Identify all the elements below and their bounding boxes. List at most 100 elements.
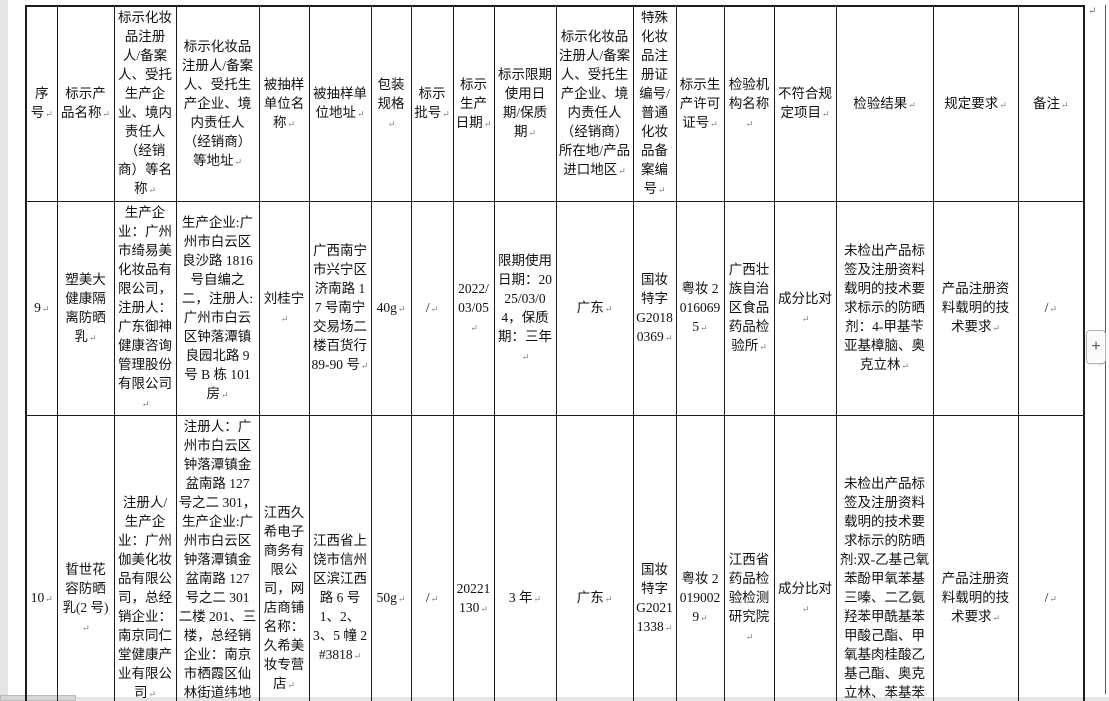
header-cell-text: 标示批号 — [414, 86, 446, 120]
table-cell: 未检出产品标签及注册资料载明的技术要求标示的防晒剂:双-乙基己氧苯酚甲氧苯基三嗪… — [835, 415, 934, 701]
table-cell-text: 3 年 — [508, 590, 533, 605]
line-break-mark-icon: ↵ — [528, 128, 537, 138]
table-cell-text: 未检出产品标签及注册资料载明的技术要求标示的防晒剂：4-甲基苄亚基樟脑、奥克立林 — [844, 243, 925, 372]
table-cell: 50g↵ — [370, 415, 412, 701]
line-break-mark-icon: ↵ — [908, 99, 916, 110]
table-cell-text: 限期使用日期：2025/03/04，保质期：三年 — [498, 252, 552, 344]
table-cell: 注册人：广州市白云区钟落潭镇金盆南路 127 号之二 301，生产企业:广州市白… — [175, 415, 260, 701]
table-cell-text: 成分比对 — [778, 580, 832, 596]
table-cell-text: 20221130 — [456, 580, 491, 615]
table-cell-text: 10 — [30, 590, 45, 605]
line-break-mark-icon: ↵ — [45, 594, 53, 604]
table-cell: 江西久希电子商务有限公司，网店商铺名称：久希美妆专营店↵ — [258, 415, 310, 701]
header-cell: 被抽样单位地址↵ — [308, 5, 372, 202]
table-cell-text: 生产企业:广州市白云区良沙路 1816 号自编之二，注册人:广州市白云区钟落潭镇… — [181, 214, 254, 401]
header-cell: 备注↵ — [1017, 5, 1085, 202]
table-cell: 国妆特字 G20180369↵ — [632, 201, 677, 416]
line-break-mark-icon: ↵ — [745, 118, 754, 129]
line-break-mark-icon: ↵ — [533, 594, 542, 604]
line-break-mark-icon: ↵ — [901, 361, 910, 371]
paragraph-mark-icon: ↵ — [1088, 6, 1097, 17]
header-cell: 标示批号↵ — [410, 5, 454, 202]
table-cell-text: / — [1044, 300, 1049, 315]
header-cell-text: 特殊化妆品注册证编号/普通化妆品备案编号 — [639, 10, 670, 196]
inspection-results-table: 序号↵ 标示产品名称↵ 标示化妆品注册人/备案人、受托生产企业、境内责任人（经销商）… — [25, 5, 1085, 701]
header-cell-text: 规定要求 — [944, 95, 999, 111]
line-break-mark-icon: ↵ — [801, 313, 810, 324]
table-cell-text: 注册人：广州市白云区钟落潭镇金盆南路 127 号之二 301，生产企业:广州市白… — [178, 419, 257, 700]
table-cell-text: 江西省上饶市信州区滨江西路 6 号 1、2、3、5 幢 2#3818 — [313, 533, 367, 662]
header-cell: 特殊化妆品注册证编号/普通化妆品备案编号↵ — [632, 5, 677, 202]
table-cell-text: / — [425, 590, 430, 605]
header-cell: 被抽样单位名称↵ — [258, 5, 310, 202]
line-break-mark-icon: ↵ — [618, 166, 626, 176]
table-cell-text: 广东 — [576, 300, 604, 315]
table-cell: 广西壮族自治区食品药品检验所↵ — [723, 201, 775, 416]
table-cell: 成分比对 ↵ — [773, 201, 837, 416]
line-break-mark-icon: ↵ — [470, 323, 478, 333]
header-cell: 标示化妆品注册人/备案人、受托生产企业、境内责任人（经销商）所在地/产品进口地区… — [555, 5, 634, 202]
table-cell: 成分比对 ↵ — [773, 415, 837, 701]
header-cell-text: 被抽样单位地址 — [313, 86, 367, 120]
table-cell-text: 广东 — [576, 590, 604, 605]
line-break-mark-icon: ↵ — [148, 185, 157, 195]
table-cell: /↵ — [1017, 415, 1085, 701]
add-row-button[interactable]: + — [1086, 330, 1106, 364]
header-cell-text: 标示产品名称 — [60, 86, 106, 120]
table-cell: 9↵ — [25, 201, 58, 416]
line-break-mark-icon: ↵ — [1049, 304, 1057, 314]
table-cell-text: / — [1044, 590, 1049, 605]
table-cell-text: 产品注册资料载明的技术要求 — [941, 281, 1010, 334]
table-cell: 未检出产品标签及注册资料载明的技术要求标示的防晒剂：4-甲基苄亚基樟脑、奥克立林… — [835, 201, 934, 416]
table-cell-text: 晢世花容防晒乳(2 号) — [62, 561, 109, 615]
line-break-mark-icon: ↵ — [287, 118, 296, 129]
table-cell: 3 年↵ — [493, 415, 557, 701]
table-cell-text: 刘桂宁 — [263, 290, 305, 306]
header-cell: 标示限期使用日期/保质期↵ — [493, 5, 557, 202]
line-break-mark-icon: ↵ — [88, 332, 97, 343]
table-row: 9↵ 塑美大健康隔离防晒乳↵ 生产企业：广州市绮易美化妆品有限公司，注册人：广东御神… — [25, 201, 1085, 416]
table-cell-text: 江西省药品检验检测研究院 — [728, 552, 770, 624]
line-break-mark-icon: ↵ — [148, 689, 157, 699]
plus-icon: + — [1091, 338, 1101, 355]
header-cell: 标示生产许可证号↵ — [675, 5, 725, 202]
line-break-mark-icon: ↵ — [483, 118, 492, 129]
table-cell-text: 生产企业：广州市绮易美化妆品有限公司，注册人：广东御神健康咨询管理股份有限公司 — [118, 205, 172, 391]
line-break-mark-icon: ↵ — [821, 109, 830, 119]
table-cell: 20221130↵ — [452, 415, 495, 701]
line-break-mark-icon: ↵ — [141, 399, 150, 409]
header-cell: 标示产品名称↵ — [56, 5, 115, 202]
table-cell: 限期使用日期：2025/03/04，保质期：三年 ↵ — [493, 201, 557, 416]
header-cell-text: 检验结果 — [853, 95, 908, 111]
line-break-mark-icon: ↵ — [604, 304, 613, 314]
header-cell: 检验机构名称 ↵ — [723, 5, 775, 202]
line-break-mark-icon: ↵ — [397, 304, 406, 314]
header-cell-text: 不符合规定项目 — [778, 86, 832, 120]
table-cell-text: 50g — [376, 590, 397, 605]
table-cell: 广东↵ — [555, 415, 634, 701]
table-cell-text: 江西久希电子商务有限公司，网店商铺名称：久希美妆专营店 — [263, 504, 305, 691]
line-break-mark-icon: ↵ — [430, 304, 439, 314]
header-cell-text: 标示生产许可证号 — [679, 76, 721, 130]
header-cell: 不符合规定项目↵ — [773, 5, 837, 202]
line-break-mark-icon: ↵ — [234, 156, 243, 167]
table-cell-text: 产品注册资料载明的技术要求 — [941, 571, 1010, 624]
table-cell: 塑美大健康隔离防晒乳↵ — [56, 201, 115, 416]
header-cell-text: 备注 — [1032, 95, 1060, 111]
line-break-mark-icon: ↵ — [700, 323, 708, 333]
line-break-mark-icon: ↵ — [82, 622, 90, 633]
table-cell: 生产企业:广州市白云区良沙路 1816 号自编之二，注册人:广州市白云区钟落潭镇… — [175, 201, 260, 416]
table-row: 10↵ 晢世花容防晒乳(2 号)↵ 注册人/生产企业：广州伽美化妆品有限公司，总经销… — [25, 415, 1085, 701]
line-break-mark-icon: ↵ — [664, 332, 673, 343]
table-cell: 江西省上饶市信州区滨江西路 6 号 1、2、3、5 幢 2#3818↵ — [308, 415, 372, 701]
table-cell: 晢世花容防晒乳(2 号) ↵ — [56, 415, 115, 701]
header-cell-text: 标示化妆品注册人/备案人、受托生产企业、境内责任人（经销商）所在地/产品进口地区 — [558, 29, 631, 177]
line-break-mark-icon: ↵ — [387, 118, 396, 129]
line-break-mark-icon: ↵ — [657, 185, 666, 195]
header-cell: 标示生产日期↵ — [452, 5, 495, 202]
line-break-mark-icon: ↵ — [759, 342, 767, 352]
line-break-mark-icon: ↵ — [356, 109, 365, 119]
table-cell-text: 广西壮族自治区食品药品检验所 — [728, 262, 770, 353]
table-cell: 注册人/生产企业：广州伽美化妆品有限公司，总经销企业：南京同仁堂健康产业有限公司… — [113, 415, 177, 701]
